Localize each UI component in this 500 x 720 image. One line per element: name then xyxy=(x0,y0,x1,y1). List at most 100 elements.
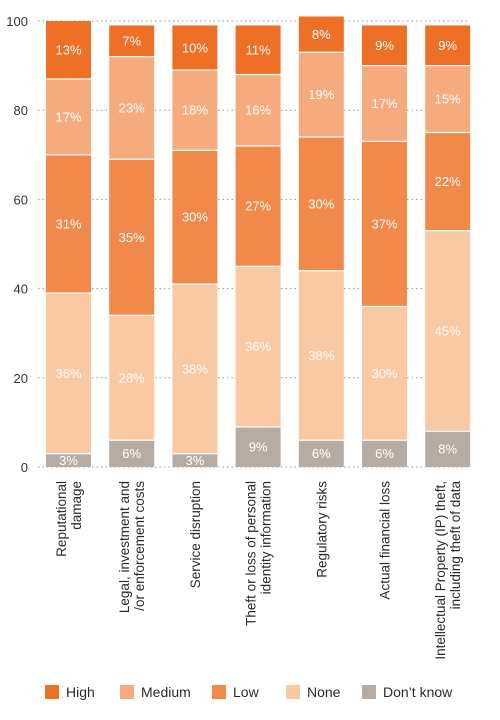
bar-segment xyxy=(109,440,155,467)
category-label-line: Theft or loss of personal xyxy=(244,481,259,626)
bar-segment xyxy=(172,25,218,71)
bar-segment xyxy=(109,25,155,57)
data-label: 28% xyxy=(119,370,145,385)
data-label: 3% xyxy=(59,453,78,468)
legend-label: Don’t know xyxy=(383,684,453,700)
bar-segment xyxy=(425,25,471,66)
data-label: 30% xyxy=(371,366,397,381)
legend-swatch xyxy=(212,685,226,699)
data-label: 36% xyxy=(55,366,81,381)
data-label: 31% xyxy=(55,216,81,231)
bar-segment xyxy=(235,266,281,427)
data-label: 17% xyxy=(371,96,397,111)
data-label: 9% xyxy=(438,38,457,53)
data-label: 35% xyxy=(119,230,145,245)
data-label: 23% xyxy=(119,100,145,115)
y-tick-label: 0 xyxy=(21,460,28,475)
bars xyxy=(46,16,471,467)
bar-segment xyxy=(172,453,218,467)
legend-swatch xyxy=(45,685,59,699)
category-label-line: Service disruption xyxy=(188,481,203,588)
y-tick-label: 20 xyxy=(14,371,28,386)
bar-segment xyxy=(235,145,281,267)
y-tick-label: 60 xyxy=(14,192,28,207)
bar-segment xyxy=(425,132,471,231)
category-label: Reputational damage xyxy=(54,481,84,557)
data-label: 9% xyxy=(375,38,394,53)
data-label: 22% xyxy=(435,174,461,189)
bar-segment xyxy=(235,25,281,75)
y-tick-label: 40 xyxy=(14,282,28,297)
bar-segment xyxy=(298,136,344,271)
legend: High Medium Low None Don’t know xyxy=(45,684,453,700)
legend-label: High xyxy=(66,684,95,700)
data-label: 16% xyxy=(245,103,271,118)
bar-segment xyxy=(235,74,281,146)
bar-segment xyxy=(298,16,344,53)
category-label-line: Legal, investment and xyxy=(117,481,132,613)
legend-item: Don’t know xyxy=(362,684,453,700)
category-label: Legal, investment and/or enforcement cos… xyxy=(117,481,147,613)
legend-label: None xyxy=(307,684,341,700)
bar-segment xyxy=(235,426,281,467)
data-label: 8% xyxy=(312,27,331,42)
bar-segment xyxy=(362,141,407,307)
bar-segment xyxy=(46,154,91,294)
data-label: 11% xyxy=(246,42,271,57)
bar-segment xyxy=(109,56,155,160)
bar-segment xyxy=(46,293,91,454)
data-label: 30% xyxy=(182,210,208,225)
bar-segment xyxy=(172,284,218,454)
data-label: 3% xyxy=(186,453,205,468)
bar-segment xyxy=(425,431,471,467)
legend-swatch xyxy=(286,685,300,699)
data-labels: 3% 36% 31% 17% 13% 6% 28% 35% 23% 7% 3% 38% 30% 18% 10… xyxy=(55,27,461,468)
category-label: Theft or loss of personal identity inform… xyxy=(244,481,274,626)
bar-segment xyxy=(425,65,471,133)
legend-item: High xyxy=(45,684,95,700)
category-label-line: including theft of data xyxy=(448,481,463,610)
bar-segment xyxy=(46,78,91,155)
data-label: 37% xyxy=(371,216,397,231)
data-label: 17% xyxy=(55,109,81,124)
bar-segment xyxy=(362,25,407,66)
bar-segment xyxy=(362,306,407,441)
legend-item: Medium xyxy=(120,684,191,700)
data-label: 18% xyxy=(182,103,208,118)
bar-segment xyxy=(298,270,344,441)
data-label: 6% xyxy=(375,446,394,461)
data-label: 30% xyxy=(308,196,334,211)
y-tick-label: 80 xyxy=(14,103,28,118)
legend-swatch xyxy=(120,685,134,699)
bar-segment xyxy=(362,440,407,467)
category-label: Service disruption xyxy=(188,481,203,588)
data-label: 45% xyxy=(435,323,461,338)
data-label: 8% xyxy=(438,442,457,457)
bar-segment xyxy=(298,52,344,137)
bar-segment xyxy=(172,150,218,285)
category-label-line: damage xyxy=(69,481,84,530)
data-label: 27% xyxy=(245,199,271,214)
x-axis-category-labels: Reputational damage Legal, investment and /… xyxy=(54,481,463,660)
data-label: 6% xyxy=(312,446,331,461)
bar-segment xyxy=(172,70,218,151)
legend-item: None xyxy=(286,684,341,700)
category-label-line: Regulatory risks xyxy=(314,481,329,578)
data-label: 9% xyxy=(249,439,268,454)
category-label-line: /or enforcement costs xyxy=(132,481,147,611)
bar-segment xyxy=(425,230,471,432)
data-label: 36% xyxy=(245,339,271,354)
data-label: 38% xyxy=(308,348,334,363)
y-tick-label: 100 xyxy=(6,14,28,29)
legend-label: Medium xyxy=(141,684,191,700)
data-label: 15% xyxy=(435,92,461,107)
y-axis: 0 20 40 60 80 100 xyxy=(6,14,28,475)
bar-segment xyxy=(298,440,344,467)
category-label-line: Actual financial loss xyxy=(378,481,393,600)
data-label: 19% xyxy=(308,87,334,102)
data-label: 6% xyxy=(122,446,141,461)
category-label: Intellectual Property (IP) theft, includi… xyxy=(433,481,463,660)
data-label: 13% xyxy=(55,42,81,57)
data-label: 7% xyxy=(122,34,141,49)
